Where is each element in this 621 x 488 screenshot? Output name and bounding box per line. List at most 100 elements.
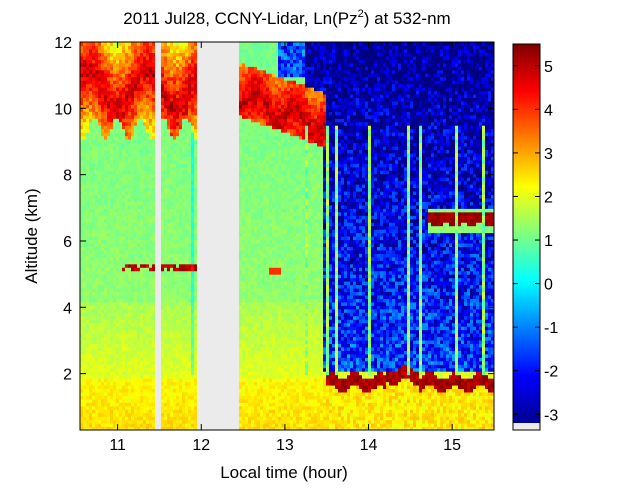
heatmap-cell (137, 274, 141, 279)
heatmap-cell (197, 419, 201, 424)
heatmap-cell (194, 391, 198, 396)
heatmap-cell (191, 215, 195, 220)
heatmap-cell (116, 76, 120, 81)
heatmap-cell (188, 135, 192, 140)
heatmap-cell (149, 229, 153, 234)
heatmap-cell (146, 277, 150, 282)
heatmap-cell (116, 350, 120, 355)
heatmap-cell (152, 62, 156, 67)
heatmap-cell (167, 177, 171, 182)
heatmap-cell (113, 90, 117, 95)
heatmap-cell (143, 298, 147, 303)
heatmap-cell (179, 204, 183, 209)
heatmap-cell (128, 52, 132, 57)
heatmap-cell (119, 319, 123, 324)
heatmap-cell (179, 384, 183, 390)
heatmap-cell (104, 166, 108, 171)
heatmap-cell (89, 118, 93, 123)
heatmap-cell (113, 322, 117, 327)
heatmap-cell (116, 104, 120, 109)
heatmap-cell (101, 184, 105, 189)
heatmap-cell (164, 145, 168, 150)
heatmap-cell (200, 284, 204, 289)
heatmap-cell (140, 346, 144, 351)
heatmap-cell (194, 353, 198, 358)
heatmap-cell (101, 111, 105, 116)
heatmap-cell (197, 114, 201, 119)
heatmap-cell (98, 190, 102, 196)
heatmap-cell (161, 346, 165, 351)
heatmap-cell (179, 409, 183, 414)
heatmap-cell (158, 118, 162, 123)
heatmap-cell (149, 326, 153, 331)
heatmap-cell (143, 388, 147, 393)
heatmap-cell (197, 152, 201, 157)
heatmap-cell (116, 52, 120, 57)
heatmap-cell (116, 357, 120, 362)
heatmap-cell (131, 346, 135, 351)
heatmap-cell (86, 322, 90, 327)
heatmap-cell (182, 412, 186, 417)
heatmap-cell (155, 225, 159, 230)
heatmap-cell (137, 360, 141, 365)
heatmap-cell (149, 152, 153, 157)
heatmap-cell (200, 388, 204, 393)
heatmap-cell (164, 107, 168, 112)
heatmap-cell (173, 201, 177, 206)
heatmap-cell (185, 357, 189, 362)
heatmap-cell (185, 367, 189, 372)
heatmap-cell (164, 350, 168, 355)
heatmap-cell (197, 132, 201, 137)
heatmap-cell (131, 402, 135, 407)
heatmap-cell (203, 190, 207, 196)
heatmap-cell (125, 73, 129, 78)
heatmap-cell (140, 52, 144, 57)
heatmap-cell (209, 114, 213, 119)
heatmap-cell (134, 339, 138, 344)
heatmap-cell (95, 256, 99, 261)
heatmap-cell (167, 284, 171, 289)
heatmap-cell (164, 66, 168, 71)
heatmap-cell (80, 62, 84, 67)
heatmap-cell (155, 378, 159, 383)
heatmap-cell (206, 239, 210, 244)
heatmap-cell (86, 69, 90, 74)
heatmap-cell (158, 211, 162, 216)
heatmap-cell (206, 170, 210, 175)
heatmap-cell (113, 45, 117, 50)
heatmap-cell (185, 93, 189, 99)
heatmap-cell (107, 270, 111, 275)
heatmap-cell (209, 236, 213, 241)
heatmap-cell (134, 197, 138, 202)
heatmap-cell (128, 239, 132, 244)
heatmap-cell (137, 253, 141, 258)
heatmap-cell (125, 381, 129, 386)
heatmap-cell (80, 107, 84, 112)
heatmap-cell (188, 319, 192, 324)
heatmap-cell (134, 249, 138, 254)
heatmap-cell (179, 270, 183, 275)
heatmap-cell (164, 267, 168, 272)
heatmap-cell (155, 173, 159, 178)
heatmap-cell (197, 59, 201, 64)
heatmap-cell (206, 305, 210, 310)
heatmap-cell (149, 267, 153, 272)
heatmap-cell (185, 374, 189, 379)
heatmap-cell (203, 204, 207, 209)
heatmap-cell (170, 329, 174, 334)
heatmap-cell (164, 333, 168, 338)
heatmap-cell (179, 274, 183, 279)
heatmap-cell (101, 215, 105, 220)
heatmap-cell (185, 319, 189, 324)
heatmap-cell (137, 163, 141, 168)
heatmap-cell (164, 391, 168, 396)
heatmap-cell (104, 156, 108, 161)
heatmap-cell (149, 187, 153, 192)
heatmap-cell (179, 301, 183, 306)
heatmap-cell (203, 357, 207, 362)
heatmap-cell (164, 263, 168, 268)
heatmap-cell (80, 208, 84, 213)
heatmap-cell (203, 69, 207, 74)
heatmap-cell (212, 277, 216, 282)
heatmap-cell (95, 419, 99, 424)
